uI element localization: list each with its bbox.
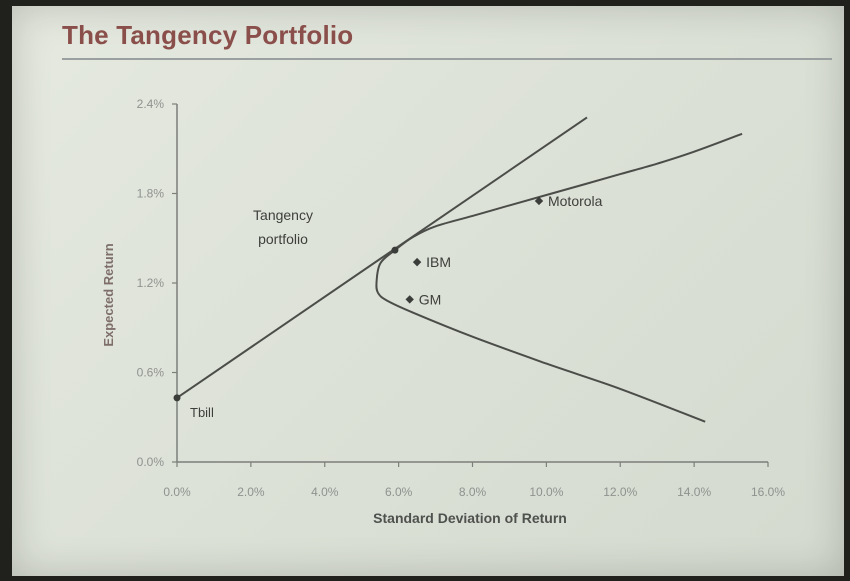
point-gm-label: GM xyxy=(419,291,442,307)
x-tick-label: 0.0% xyxy=(163,485,191,499)
x-tick-label: 4.0% xyxy=(311,485,339,499)
x-tick-label: 8.0% xyxy=(459,485,487,499)
y-ticks: 0.0% 0.6% 1.2% 1.8% 2.4% xyxy=(137,97,177,469)
point-gm-marker xyxy=(405,295,414,304)
point-tbill-marker xyxy=(173,394,181,402)
point-motorola-label: Motorola xyxy=(548,193,603,209)
y-tick-label: 2.4% xyxy=(137,97,165,111)
y-axis-label: Expected Return xyxy=(101,243,116,346)
x-tick-label: 2.0% xyxy=(237,485,265,499)
point-tbill-label: Tbill xyxy=(190,405,214,420)
tangency-annotation: Tangency portfolio xyxy=(253,207,313,247)
x-tick-label: 12.0% xyxy=(603,485,637,499)
y-tick-label: 0.0% xyxy=(137,455,165,469)
x-tick-label: 6.0% xyxy=(385,485,413,499)
x-ticks: 0.0% 2.0% 4.0% 6.0% 8.0% 10.0% 12.0% 14.0% 16.0% xyxy=(163,462,785,499)
plot-lines xyxy=(176,116,743,423)
x-tick-label: 10.0% xyxy=(529,485,563,499)
tangency-point-marker xyxy=(391,246,399,254)
efficient-frontier-curve xyxy=(375,132,743,423)
axes: 0.0% 2.0% 4.0% 6.0% 8.0% 10.0% 12.0% 14.0% 16.0%… xyxy=(101,97,785,526)
point-ibm-marker xyxy=(412,257,422,267)
point-ibm-label: IBM xyxy=(426,254,451,270)
x-axis-label: Standard Deviation of Return xyxy=(373,510,567,526)
x-tick-label: 16.0% xyxy=(751,485,785,499)
x-tick-label: 14.0% xyxy=(677,485,711,499)
slide-title: The Tangency Portfolio xyxy=(62,20,354,50)
capital-allocation-line xyxy=(176,116,588,399)
y-tick-label: 1.2% xyxy=(137,276,165,290)
y-tick-label: 1.8% xyxy=(137,187,165,201)
slide: The Tangency Portfolio xyxy=(12,6,844,576)
title-rule xyxy=(62,58,832,60)
y-tick-label: 0.6% xyxy=(137,366,165,380)
data-points: Tbill IBM GM Motorola xyxy=(173,193,603,420)
point-motorola-marker xyxy=(534,196,544,206)
